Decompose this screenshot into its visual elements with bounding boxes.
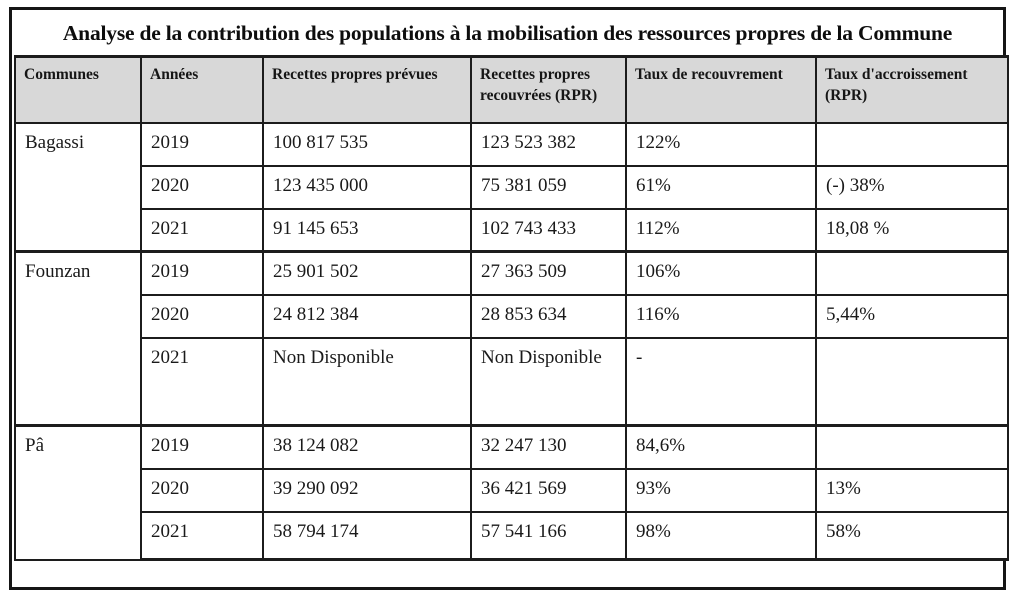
table-row: 2020 39 290 092 36 421 569 93% 13%: [15, 467, 1009, 513]
cell-prevues: 100 817 535: [262, 121, 472, 167]
cell-recouvrees: 28 853 634: [470, 293, 627, 339]
cell-taux-recouvrement: 98%: [625, 510, 817, 561]
cell-taux-recouvrement: 112%: [625, 207, 817, 253]
cell-prevues: 58 794 174: [262, 510, 472, 561]
cell-annee: 2020: [140, 164, 264, 210]
cell-prevues: 24 812 384: [262, 293, 472, 339]
header-taux-accroissement: Taux d'accroissement (RPR): [815, 55, 1009, 124]
table-row: 2020 123 435 000 75 381 059 61% (-) 38%: [15, 164, 1009, 210]
cell-taux-recouvrement: -: [625, 336, 817, 427]
header-annees: Années: [140, 55, 264, 124]
cell-prevues: 25 901 502: [262, 250, 472, 296]
resources-table: Communes Années Recettes propres prévues…: [14, 55, 1009, 561]
cell-annee: 2020: [140, 293, 264, 339]
cell-recouvrees: 36 421 569: [470, 467, 627, 513]
cell-recouvrees: 27 363 509: [470, 250, 627, 296]
cell-taux-recouvrement: 93%: [625, 467, 817, 513]
table-row: 2021 58 794 174 57 541 166 98% 58%: [15, 510, 1009, 561]
cell-annee: 2019: [140, 250, 264, 296]
cell-recouvrees: 102 743 433: [470, 207, 627, 253]
cell-taux-accroissement: [815, 336, 1009, 427]
table-row: Founzan 2019 25 901 502 27 363 509 106%: [14, 250, 1009, 427]
cell-annee: 2021: [140, 207, 264, 253]
cell-recouvrees: 123 523 382: [470, 121, 627, 167]
table-row: Pâ 2019 38 124 082 32 247 130 84,6%: [14, 424, 1009, 561]
cell-annee: 2019: [140, 121, 264, 167]
header-communes: Communes: [14, 55, 142, 124]
table-header: Communes Années Recettes propres prévues…: [14, 55, 1009, 124]
cell-taux-accroissement: [815, 424, 1009, 470]
cell-annee: 2019: [140, 424, 264, 470]
cell-recouvrees: Non Disponible: [470, 336, 627, 427]
cell-taux-recouvrement: 84,6%: [625, 424, 817, 470]
cell-prevues: 91 145 653: [262, 207, 472, 253]
header-taux-recouvrement: Taux de recouvrement: [625, 55, 817, 124]
table-row: 2021 Non Disponible Non Disponible -: [15, 336, 1009, 427]
cell-taux-accroissement: 5,44%: [815, 293, 1009, 339]
cell-annee: 2021: [140, 510, 264, 561]
cell-taux-recouvrement: 116%: [625, 293, 817, 339]
table-row: Bagassi 2019 100 817 535 123 523 382 122…: [14, 121, 1009, 253]
cell-commune: Bagassi: [14, 121, 142, 253]
cell-taux-accroissement: 13%: [815, 467, 1009, 513]
cell-annee: 2021: [140, 336, 264, 427]
cell-taux-accroissement: 58%: [815, 510, 1009, 561]
cell-recouvrees: 32 247 130: [470, 424, 627, 470]
table-row: 2021 91 145 653 102 743 433 112% 18,08 %: [15, 207, 1009, 253]
cell-prevues: Non Disponible: [262, 336, 472, 427]
cell-taux-recouvrement: 106%: [625, 250, 817, 296]
cell-commune: Founzan: [14, 250, 142, 427]
cell-prevues: 39 290 092: [262, 467, 472, 513]
cell-commune: Pâ: [14, 424, 142, 561]
cell-annee: 2020: [140, 467, 264, 513]
header-row: Communes Années Recettes propres prévues…: [14, 55, 1009, 124]
cell-prevues: 38 124 082: [262, 424, 472, 470]
cell-taux-accroissement: (-) 38%: [815, 164, 1009, 210]
cell-taux-recouvrement: 122%: [625, 121, 817, 167]
table-row: 2020 24 812 384 28 853 634 116% 5,44%: [15, 293, 1009, 339]
table-body: Bagassi 2019 100 817 535 123 523 382 122…: [14, 121, 1009, 561]
header-recettes-prevues: Recettes propres prévues: [262, 55, 472, 124]
header-recettes-recouvrees: Recettes propres recouvrées (RPR): [470, 55, 627, 124]
cell-recouvrees: 57 541 166: [470, 510, 627, 561]
cell-taux-recouvrement: 61%: [625, 164, 817, 210]
page-title: Analyse de la contribution des populatio…: [62, 21, 953, 45]
cell-prevues: 123 435 000: [262, 164, 472, 210]
cell-taux-accroissement: [815, 121, 1009, 167]
cell-taux-accroissement: [815, 250, 1009, 296]
cell-recouvrees: 75 381 059: [470, 164, 627, 210]
cell-taux-accroissement: 18,08 %: [815, 207, 1009, 253]
document-frame: Analyse de la contribution des populatio…: [9, 7, 1009, 590]
